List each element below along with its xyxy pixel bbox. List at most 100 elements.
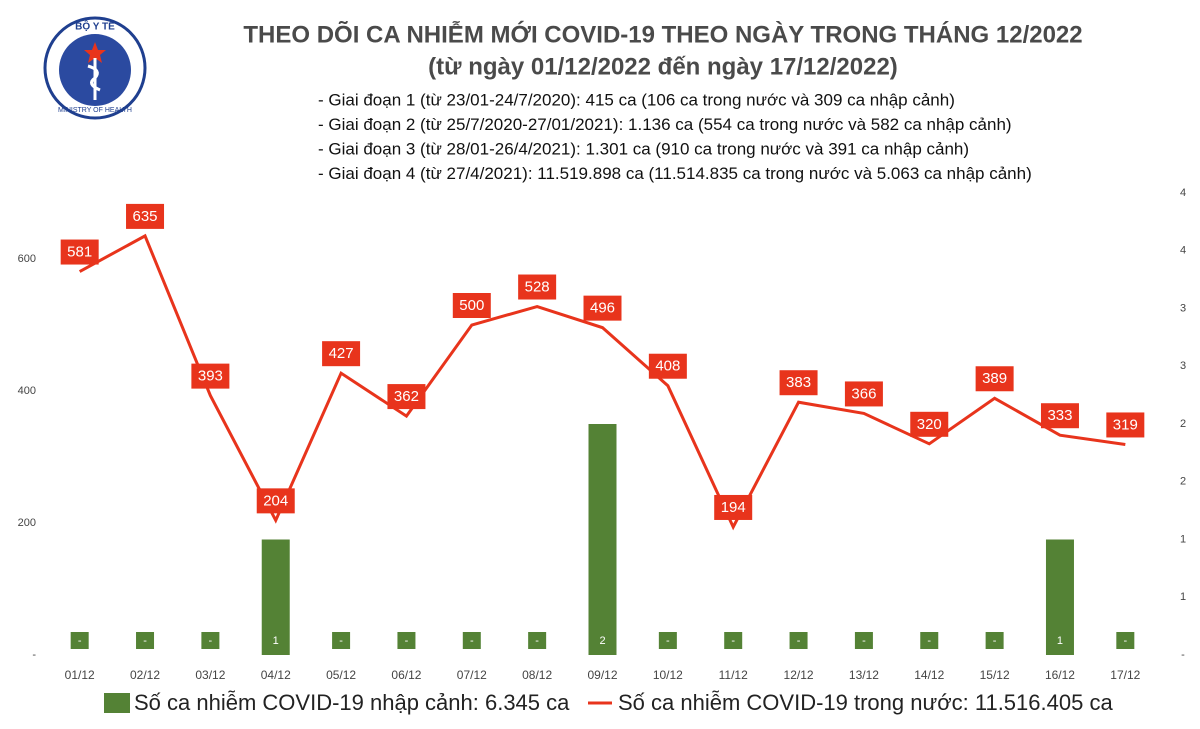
line-value-label: 393 bbox=[198, 368, 223, 385]
line-value-label: 528 bbox=[525, 278, 550, 295]
bar bbox=[1045, 539, 1074, 655]
line-value-label: 194 bbox=[721, 499, 746, 516]
value-label-bg bbox=[724, 632, 743, 649]
value-label-bg bbox=[256, 488, 295, 514]
logo-snake bbox=[87, 64, 101, 92]
value-label-bg bbox=[136, 632, 155, 649]
legend-swatch bbox=[104, 693, 130, 713]
line-value-label: 319 bbox=[1113, 416, 1138, 433]
x-tick-label: 08/12 bbox=[522, 668, 552, 682]
y2-tick-label: 4 bbox=[1180, 187, 1186, 199]
value-label-bg bbox=[191, 363, 230, 389]
x-tick-label: 14/12 bbox=[914, 668, 944, 682]
value-label-bg bbox=[462, 632, 481, 649]
value-label-bg bbox=[452, 293, 491, 318]
legend-label: Số ca nhiễm COVID-19 trong nước: 11.516.… bbox=[618, 690, 1113, 715]
value-label-bg bbox=[920, 632, 939, 649]
value-label-bg bbox=[70, 632, 89, 649]
value-label-bg bbox=[201, 632, 220, 649]
y-tick-label: - bbox=[32, 649, 36, 661]
logo-bottom: MINISTRY OF HEALTH bbox=[58, 107, 132, 114]
value-label-bg bbox=[518, 274, 557, 300]
annotation: - Giai đoạn 1 (từ 23/01-24/7/2020): 415 … bbox=[318, 90, 955, 109]
bar-value-label: - bbox=[731, 635, 735, 647]
line-value-label: 500 bbox=[459, 297, 484, 314]
line-value-label: 496 bbox=[590, 300, 615, 317]
x-tick-label: 12/12 bbox=[784, 668, 814, 682]
bar-value-label: - bbox=[535, 635, 539, 647]
value-label-bg bbox=[789, 632, 808, 649]
logo-top: BỘ Y TẾ bbox=[75, 20, 115, 33]
y2-tick-label: 4 bbox=[1180, 245, 1186, 257]
annotation: - Giai đoạn 3 (từ 28/01-26/4/2021): 1.30… bbox=[318, 139, 969, 158]
x-tick-label: 02/12 bbox=[130, 668, 160, 682]
bar-value-label: - bbox=[405, 635, 409, 647]
line-value-label: 635 bbox=[133, 208, 158, 225]
bar-value-label: - bbox=[993, 635, 997, 647]
bar-value-label: - bbox=[862, 635, 866, 647]
bar-value-label: 1 bbox=[273, 635, 279, 647]
value-label-bg bbox=[648, 353, 687, 379]
value-label-bg bbox=[854, 632, 873, 649]
bar bbox=[261, 539, 290, 655]
x-tick-label: 13/12 bbox=[849, 668, 879, 682]
bar-value-label: - bbox=[339, 635, 343, 647]
line-value-label: 366 bbox=[851, 385, 876, 402]
line-value-label: 333 bbox=[1047, 407, 1072, 424]
y2-tick-label: 1 bbox=[1180, 533, 1186, 545]
line-value-label: 383 bbox=[786, 374, 811, 391]
logo-star bbox=[84, 42, 106, 63]
value-label-bg bbox=[844, 381, 883, 407]
value-label-bg bbox=[714, 494, 753, 520]
x-tick-label: 11/12 bbox=[719, 668, 748, 682]
x-tick-label: 09/12 bbox=[587, 668, 617, 682]
line-value-label: 204 bbox=[263, 492, 288, 509]
value-label-bg bbox=[1116, 632, 1135, 649]
x-tick-label: 06/12 bbox=[391, 668, 421, 682]
x-tick-label: 01/12 bbox=[65, 668, 95, 682]
value-label-bg bbox=[975, 366, 1014, 392]
bar-value-label: 1 bbox=[1057, 635, 1063, 647]
value-label-bg bbox=[1040, 403, 1079, 429]
value-label-bg bbox=[397, 632, 416, 649]
chart-title: THEO DÕI CA NHIỄM MỚI COVID-19 THEO NGÀY… bbox=[243, 19, 1082, 48]
line-value-label: 581 bbox=[67, 244, 92, 261]
value-label-bg bbox=[583, 295, 622, 321]
value-label-bg bbox=[985, 632, 1004, 649]
y2-tick-label: 1 bbox=[1180, 591, 1186, 603]
bar-value-label: - bbox=[927, 635, 931, 647]
line-value-label: 408 bbox=[655, 358, 680, 375]
chart-subtitle: (từ ngày 01/12/2022 đến ngày 17/12/2022) bbox=[428, 53, 898, 80]
x-tick-label: 07/12 bbox=[457, 668, 487, 682]
bar-value-label: - bbox=[470, 635, 474, 647]
bar-value-label: 2 bbox=[599, 635, 605, 647]
value-label-bg bbox=[387, 384, 426, 410]
line-value-label: 320 bbox=[917, 416, 942, 433]
y2-tick-label: 2 bbox=[1180, 418, 1186, 430]
line-value-label: 389 bbox=[982, 370, 1007, 387]
line-value-label: 362 bbox=[394, 388, 419, 405]
value-label-bg bbox=[126, 203, 165, 229]
x-tick-label: 10/12 bbox=[653, 668, 683, 682]
bar-value-label: - bbox=[1123, 635, 1127, 647]
value-label-bg bbox=[779, 370, 818, 396]
value-label-bg bbox=[322, 341, 361, 367]
y2-tick-label: 3 bbox=[1180, 302, 1186, 314]
annotation: - Giai đoạn 4 (từ 27/4/2021): 11.519.898… bbox=[318, 164, 1032, 183]
bar-value-label: - bbox=[143, 635, 147, 647]
bar bbox=[588, 424, 617, 655]
y2-tick-label: 2 bbox=[1180, 476, 1186, 488]
bar-value-label: - bbox=[666, 635, 670, 647]
line bbox=[78, 233, 1126, 531]
x-tick-label: 05/12 bbox=[326, 668, 356, 682]
x-tick-label: 15/12 bbox=[980, 668, 1010, 682]
line-value-label: 427 bbox=[329, 345, 354, 362]
y-tick-label: 600 bbox=[18, 253, 36, 265]
annotation: - Giai đoạn 2 (từ 25/7/2020-27/01/2021):… bbox=[318, 115, 1012, 134]
x-tick-label: 03/12 bbox=[195, 668, 225, 682]
x-tick-label: 16/12 bbox=[1045, 668, 1075, 682]
y-tick-label: 400 bbox=[18, 385, 36, 397]
x-tick-label: 17/12 bbox=[1110, 668, 1140, 682]
bar-value-label: - bbox=[78, 635, 82, 647]
